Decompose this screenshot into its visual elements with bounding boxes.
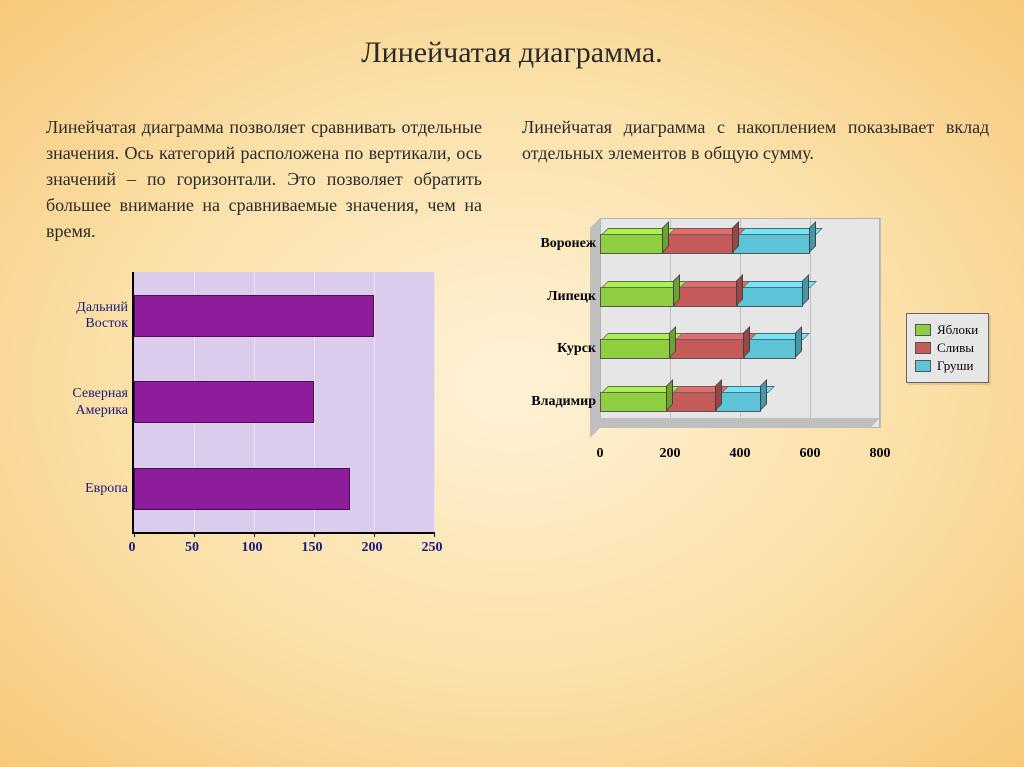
slide: Линейчатая диаграмма. Линейчатая диаграм… <box>0 0 1024 767</box>
x-axis-label: 400 <box>730 446 751 462</box>
y-axis-label: Курск <box>557 341 596 357</box>
legend-label: Груши <box>937 358 974 374</box>
x-axis-label: 0 <box>597 446 604 462</box>
bar-segment <box>733 234 810 254</box>
bar <box>134 295 374 337</box>
bar-segment <box>737 287 804 307</box>
y-axis-label: Воронеж <box>540 236 596 252</box>
legend-swatch <box>915 360 931 372</box>
left-column: Линейчатая диаграмма позволяет сравниват… <box>46 114 482 570</box>
chart-3d-floor <box>590 418 880 428</box>
bar-segment <box>663 234 733 254</box>
gridline <box>374 272 375 532</box>
bar <box>134 468 350 510</box>
legend: Яблоки Сливы Груши <box>906 313 989 383</box>
axis-tick <box>194 532 195 537</box>
bar-segment <box>667 392 716 412</box>
right-column: Линейчатая диаграмма с накоплением показ… <box>522 114 989 570</box>
bar-chart-plot <box>132 272 434 534</box>
axis-tick <box>314 532 315 537</box>
y-axis-label: Европа <box>54 481 128 497</box>
bar-segment <box>600 339 670 359</box>
axis-tick <box>374 532 375 537</box>
stacked-chart-plot <box>600 218 880 428</box>
x-axis-label: 0 <box>129 540 136 556</box>
axis-tick <box>134 532 135 537</box>
x-axis-label: 250 <box>422 540 443 556</box>
right-description: Линейчатая диаграмма с накоплением показ… <box>522 114 989 166</box>
stacked-chart-wrap: 0200400600800ВладимирКурскЛипецкВоронеж … <box>522 218 989 478</box>
bar-segment <box>600 287 674 307</box>
left-description: Линейчатая диаграмма позволяет сравниват… <box>46 114 482 244</box>
legend-label: Сливы <box>937 340 974 356</box>
bar-segment <box>600 234 663 254</box>
legend-label: Яблоки <box>937 322 978 338</box>
x-axis-label: 150 <box>302 540 323 556</box>
legend-item: Груши <box>915 358 978 374</box>
bar-segment <box>674 287 737 307</box>
axis-tick <box>434 532 435 537</box>
page-title: Линейчатая диаграмма. <box>0 0 1024 114</box>
gridline <box>880 218 881 428</box>
x-axis-label: 50 <box>185 540 199 556</box>
y-axis-label: Владимир <box>531 394 596 410</box>
bar-segment <box>600 392 667 412</box>
axis-tick <box>254 532 255 537</box>
two-column-layout: Линейчатая диаграмма позволяет сравниват… <box>0 114 1024 570</box>
legend-swatch <box>915 342 931 354</box>
gridline <box>434 272 435 532</box>
x-axis-label: 100 <box>242 540 263 556</box>
bar-segment <box>670 339 744 359</box>
bar-chart: 0 50 100 150 200 250 Европа Северная Америка Дал… <box>52 270 482 570</box>
legend-item: Яблоки <box>915 322 978 338</box>
legend-swatch <box>915 324 931 336</box>
x-axis-label: 200 <box>660 446 681 462</box>
y-axis-label: Дальний Восток <box>54 300 128 332</box>
bar-segment <box>744 339 797 359</box>
x-axis-label: 600 <box>800 446 821 462</box>
x-axis-label: 800 <box>870 446 891 462</box>
legend-item: Сливы <box>915 340 978 356</box>
bar-segment <box>716 392 762 412</box>
x-axis-label: 200 <box>362 540 383 556</box>
stacked-bar-chart: 0 200 400 600 800 Владимир Курск Липецк Воронеж <box>522 218 892 478</box>
y-axis-label: Северная Америка <box>54 386 128 418</box>
y-axis-label: Липецк <box>547 289 596 305</box>
bar <box>134 381 314 423</box>
